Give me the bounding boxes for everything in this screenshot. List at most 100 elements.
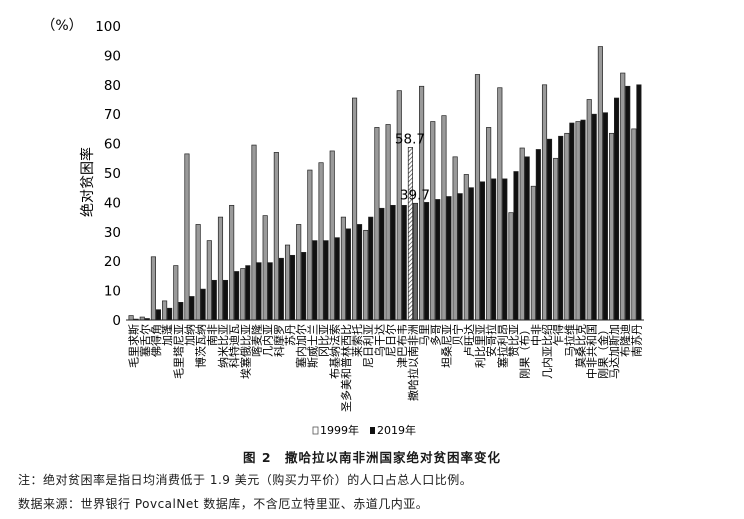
legend-label-1999: 1999年 xyxy=(320,423,359,437)
bar-1999 xyxy=(441,115,447,321)
bar-1999 xyxy=(273,152,279,321)
x-tick-label: 中非共和国 xyxy=(586,324,599,379)
x-tick-label: 几内亚 xyxy=(261,324,275,357)
y-tick-label: 40 xyxy=(104,195,121,211)
x-tick-label: 尼日尔 xyxy=(385,324,398,357)
bar-2019 xyxy=(211,279,217,321)
bar-1999 xyxy=(307,169,313,321)
bar-2019 xyxy=(580,119,586,321)
x-tick-label: 喀麦隆 xyxy=(250,324,264,357)
bar-1999 xyxy=(173,265,179,321)
x-tick-label: 塞内加尔 xyxy=(294,324,308,368)
data-annotations: 58.7 39.7 xyxy=(395,131,430,203)
bar-1999 xyxy=(452,156,458,321)
bar-2019 xyxy=(368,216,374,321)
x-tick-label: 斯威士兰 xyxy=(306,324,319,368)
bar-2019 xyxy=(625,85,631,321)
bar-1999 xyxy=(240,268,246,321)
bar-2019 xyxy=(479,181,486,321)
bar-1999 xyxy=(262,215,268,321)
x-tick-label: 马里 xyxy=(418,324,431,346)
bar-1999 xyxy=(217,216,224,321)
bar-1999 xyxy=(318,162,324,321)
x-tick-label: 刚果（布） xyxy=(519,324,532,379)
x-tick-label: 莫桑比克 xyxy=(575,324,588,368)
bar-1999 xyxy=(195,224,201,321)
bar-2019 xyxy=(546,138,553,321)
figure-note: 注：绝对贫困率是指日均消费低于 1.9 美元（购买力平价）的人口占总人口比例。 xyxy=(18,473,473,487)
legend: 1999年 2019年 xyxy=(312,423,416,437)
bar-1999 xyxy=(541,84,548,321)
x-tick-label: 科摩罗 xyxy=(272,324,286,357)
bar-1999 xyxy=(340,216,346,321)
x-tick-label: 安哥拉 xyxy=(484,324,498,357)
bar-2019 xyxy=(289,254,296,321)
bar-1999 xyxy=(396,90,402,321)
bar-2019 xyxy=(457,193,463,321)
bar-1999 xyxy=(497,87,503,321)
y-tick-label: 30 xyxy=(104,225,121,241)
bar-2019 xyxy=(345,228,351,321)
bar-2019 xyxy=(424,202,430,321)
legend-label-2019: 2019年 xyxy=(377,423,416,437)
data-label: 39.7 xyxy=(400,187,430,203)
x-axis-tick-labels: 毛里求斯塞舌尔佛得角加蓬毛里塔尼亚加纳博茨瓦纳南非纳米比亚科特迪瓦埃塞俄比亚喀麦… xyxy=(128,324,644,412)
bar-2019 xyxy=(323,240,329,321)
y-axis-ticks: 0 10 20 30 40 50 60 70 80 90 100 xyxy=(95,19,121,329)
bar-1999 xyxy=(620,72,626,321)
bar-2019 xyxy=(636,84,642,321)
x-tick-label: 多哥 xyxy=(428,324,442,346)
bar-1999 xyxy=(597,46,603,321)
bar-2019 xyxy=(155,309,161,321)
bar-1999 xyxy=(474,74,481,321)
bar-1999 xyxy=(530,185,536,321)
x-tick-label: 卢旺达 xyxy=(463,324,476,357)
bar-1999 xyxy=(508,212,514,321)
x-tick-label: 毛里塔尼亚 xyxy=(172,324,185,379)
bar-2019 xyxy=(502,178,508,321)
bar-2019 xyxy=(401,204,407,321)
legend-swatch-2019 xyxy=(370,427,375,434)
bar-2019 xyxy=(491,178,497,321)
bar-1999 xyxy=(128,315,134,321)
bar-1999 xyxy=(519,147,525,321)
bar-2019 xyxy=(535,149,541,321)
bar-2019 xyxy=(256,262,262,321)
bar-1999 xyxy=(631,128,637,321)
bar-1999 xyxy=(229,204,235,321)
x-tick-label: 利比里亚 xyxy=(474,324,487,368)
x-tick-label: 乌干达 xyxy=(372,324,386,357)
y-tick-label: 80 xyxy=(104,78,121,94)
figure-source: 数据来源：世界银行 PovcalNet 数据库，不含厄立特里亚、赤道几内亚。 xyxy=(18,497,429,511)
x-tick-label: 撒哈拉以南非洲 xyxy=(406,324,420,401)
x-tick-label: 乍得 xyxy=(551,324,565,346)
y-tick-label: 10 xyxy=(104,284,121,300)
bar-2019 xyxy=(312,240,318,321)
x-tick-label: 布隆迪 xyxy=(618,324,632,357)
x-tick-label: 马达加斯加 xyxy=(608,324,621,379)
bar-2019 xyxy=(446,196,452,321)
bar-2019 xyxy=(602,112,608,321)
x-tick-label: 刚果（金） xyxy=(596,324,610,379)
x-tick-label: 津巴布韦 xyxy=(396,324,409,368)
x-tick-label: 苏丹 xyxy=(284,324,297,346)
x-tick-label: 埃塞俄比亚 xyxy=(238,324,252,379)
bar-2019 xyxy=(189,296,195,321)
data-label: 58.7 xyxy=(395,131,425,147)
bar-1999 xyxy=(184,153,190,321)
bar-2019 xyxy=(234,271,240,321)
x-tick-label: 科特迪瓦 xyxy=(227,324,241,368)
bar-1999 xyxy=(150,256,156,321)
y-tick-label: 100 xyxy=(95,19,121,35)
y-tick-label: 20 xyxy=(104,254,121,270)
y-axis-unit: （%） xyxy=(41,18,82,34)
bar-1999 xyxy=(407,147,413,321)
x-tick-label: 纳米比亚 xyxy=(217,324,230,368)
bar-2019 xyxy=(357,224,363,321)
bar-2019 xyxy=(435,199,441,321)
bar-2019 xyxy=(222,279,229,321)
bar-2019 xyxy=(390,204,396,321)
bar-2019 xyxy=(267,262,273,321)
bar-1999 xyxy=(296,224,302,321)
bar-2019 xyxy=(569,122,575,321)
